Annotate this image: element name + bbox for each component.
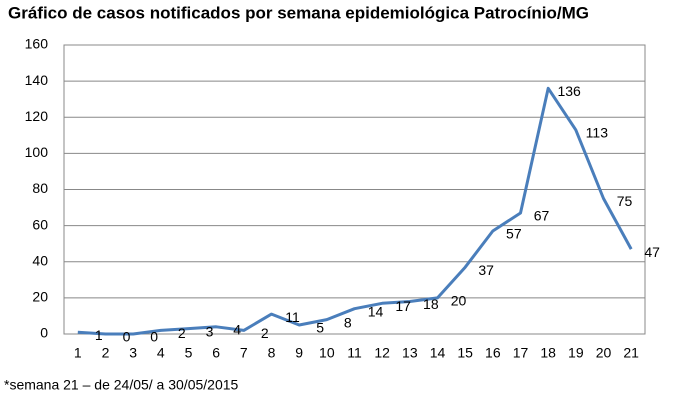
data-line bbox=[77, 86, 633, 336]
x-tick-label: 20 bbox=[596, 345, 612, 361]
x-tick-label: 17 bbox=[513, 345, 529, 361]
x-tick-label: 4 bbox=[157, 345, 165, 361]
footnote: *semana 21 – de 24/05/ a 30/05/2015 bbox=[4, 377, 239, 393]
y-tick-label: 80 bbox=[32, 180, 48, 196]
x-tick-label: 13 bbox=[402, 345, 418, 361]
x-tick-label: 5 bbox=[185, 345, 193, 361]
y-tick-label: 160 bbox=[25, 36, 49, 52]
y-tick-label: 40 bbox=[32, 252, 48, 268]
y-tick-label: 140 bbox=[25, 72, 49, 88]
y-tick-label: 20 bbox=[32, 289, 48, 305]
x-tick-label: 2 bbox=[102, 345, 110, 361]
x-tick-label: 3 bbox=[129, 345, 137, 361]
data-label: 67 bbox=[534, 208, 550, 224]
x-tick-label: 19 bbox=[568, 345, 584, 361]
data-label: 4 bbox=[233, 321, 241, 337]
data-label: 3 bbox=[206, 323, 214, 339]
x-tick-label: 10 bbox=[319, 345, 335, 361]
data-label: 57 bbox=[506, 226, 522, 242]
x-tick-label: 18 bbox=[540, 345, 556, 361]
data-label: 11 bbox=[285, 309, 300, 325]
y-tick-label: 100 bbox=[25, 144, 49, 160]
chart-title: Gráfico de casos notificados por semana … bbox=[8, 3, 589, 22]
data-label: 75 bbox=[617, 193, 633, 209]
data-label: 37 bbox=[478, 262, 494, 278]
x-tick-label: 12 bbox=[374, 345, 390, 361]
x-tick-label: 11 bbox=[347, 345, 362, 361]
data-label: 14 bbox=[368, 303, 384, 319]
y-tick-label: 120 bbox=[25, 108, 49, 124]
y-tick-label: 0 bbox=[40, 325, 48, 341]
data-label: 47 bbox=[644, 244, 660, 260]
data-label: 2 bbox=[178, 325, 186, 341]
data-label: 136 bbox=[557, 83, 581, 99]
plot-border bbox=[63, 44, 646, 335]
x-tick-label: 6 bbox=[212, 345, 220, 361]
x-tick-label: 14 bbox=[430, 345, 446, 361]
x-tick-label: 21 bbox=[623, 345, 639, 361]
x-tick-label: 8 bbox=[268, 345, 276, 361]
x-tick-label: 9 bbox=[295, 345, 303, 361]
x-tick-label: 16 bbox=[485, 345, 501, 361]
data-label: 0 bbox=[123, 329, 131, 345]
data-label: 8 bbox=[344, 314, 352, 330]
data-label: 20 bbox=[451, 293, 467, 309]
x-tick-label: 15 bbox=[457, 345, 473, 361]
data-label: 5 bbox=[316, 320, 324, 336]
data-label: 113 bbox=[586, 125, 609, 141]
data-label: 18 bbox=[423, 296, 439, 312]
data-label: 17 bbox=[395, 298, 411, 314]
data-label: 2 bbox=[261, 325, 269, 341]
data-label: 1 bbox=[95, 327, 103, 343]
y-tick-label: 60 bbox=[32, 216, 48, 232]
x-tick-label: 1 bbox=[74, 345, 82, 361]
x-tick-label: 7 bbox=[240, 345, 248, 361]
data-label: 0 bbox=[150, 329, 158, 345]
